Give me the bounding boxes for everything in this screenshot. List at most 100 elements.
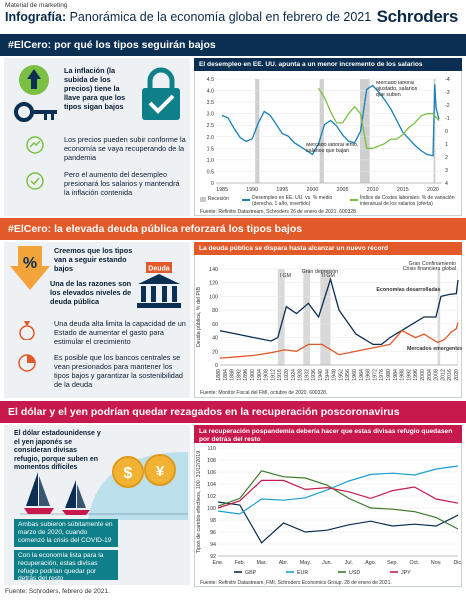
y-left-tick-4: 2.0 [207,135,214,141]
annotation-great-lockdown: Gran Confinamiento [409,261,456,267]
x-tick-29: 1996 [413,369,419,381]
x-tick-0: Ene. [213,560,224,566]
y-left-tick-5: 2.5 [207,123,214,129]
y-tick-7: 106 [207,470,216,476]
x-tick-8: Sep. [387,560,398,566]
footer-source: Fuente: Schroders, febrero de 2021. [5,588,110,595]
page-title: Infografía: Panorámica de la economía gl… [5,10,372,24]
x-tick-3: Abr. [279,560,288,566]
recession-band-1 [319,79,324,183]
annotation-tight-market: Mercado laboral ajustado, salarios que s… [376,81,417,98]
x-tick-18: 1952 [338,369,344,381]
y-right-tick-6: 2 [445,155,448,161]
x-tick-8: 1912 [270,369,276,381]
x-tick-4: 2005 [337,187,349,193]
y-tick-8: 108 [207,458,216,464]
deuda-label: Deuda [148,266,170,273]
unemployment-icon [26,172,44,190]
section3-header: El dólar y el yen podrían quedar rezagad… [0,401,466,423]
y-tick-0: 92 [210,554,216,560]
x-tick-3: 2000 [307,187,319,193]
percent-text: % [23,255,37,272]
y-tick-6: 120 [209,281,218,287]
y-tick-2: 96 [210,530,216,536]
x-tick-21: 1964 [359,369,365,381]
x-tick-17: 1948 [332,369,338,381]
x-tick-35: 2020 [454,369,460,381]
x-tick-1: 1884 [223,369,229,381]
x-tick-14: 1936 [311,369,317,381]
chart3-svg: 92 94 96 98 100 102 104 106 108 110 Ene. Feb. Mar. Ab… [196,446,462,576]
section2-header: #ElCero: la elevada deuda pública reforz… [0,218,466,240]
y-right-tick-3: -1 [445,116,450,122]
x-tick-9: Oct. [410,560,420,566]
y-left-tick-6: 3.0 [207,112,214,118]
x-tick-3: 1892 [236,369,242,381]
x-tick-6: Jul. [345,560,353,566]
legend-unemp-swatch [242,199,250,201]
x-tick-4: May. [300,560,311,566]
y-tick-0: 0 [215,363,218,369]
x-tick-6: 1904 [257,369,263,381]
legend-recession-swatch [200,197,206,202]
annotation-ww2: II GM [322,273,335,279]
series-developed [219,277,459,346]
x-tick-2: 1995 [276,187,288,193]
x-tick-25: 1980 [386,369,392,381]
x-tick-28: 1992 [406,369,412,381]
x-tick-10: 1920 [284,369,290,381]
x-tick-4: 1896 [243,369,249,381]
label-emerging: Mercados emergentes [407,346,462,352]
legend-label-gbp: GBP [245,570,257,576]
y-tick-2: 40 [212,336,218,342]
y-tick-3: 60 [212,322,218,328]
x-tick-5: 1900 [250,369,256,381]
section2-text2: Una de las razones son los elevados nive… [50,279,132,306]
series-gbp [217,501,459,544]
legend-label-jpy: JPY [401,570,411,576]
x-tick-7: 1908 [264,369,270,381]
x-tick-6: 2015 [397,187,409,193]
series-unemployment [221,84,440,157]
x-tick-12: 1928 [298,369,304,381]
y-tick-9: 110 [208,446,216,452]
y-tick-3: 98 [210,518,216,524]
inflation-key-icon [14,65,57,122]
x-tick-16: 1944 [325,369,331,381]
chart1-source: Fuente: Refinitiv Datastream, Schroders … [200,209,356,215]
y-left-tick-7: 3.5 [207,100,214,106]
y-tick-6: 104 [207,482,216,488]
bank-debt-icon: Deuda [137,262,181,308]
recession-band-2 [360,79,370,183]
section3-text2: Ambas subieron súbitamente en marzo de 2… [18,521,113,544]
series-jpy [217,479,459,509]
x-tick-1: Feb. [235,560,246,566]
x-tick-1: 1990 [246,187,258,193]
legend-label-usd: USD [349,570,360,576]
legend-wages: Índice de Costes laborales: % de variaci… [360,195,455,207]
y-tick-1: 94 [210,542,216,548]
x-tick-31: 2004 [427,369,433,381]
x-tick-33: 2012 [440,369,446,381]
y-tick-1: 20 [212,349,218,355]
annotation-ww1: I GM [280,273,291,279]
chart3-title: La recuperación pospandemia debería hace… [194,425,462,443]
x-tick-26: 1984 [393,369,399,381]
y-right-tick-7: 3 [445,168,448,174]
legend-recession: Recesión [208,196,229,202]
recession-band-3 [433,79,436,183]
section1-text1: La inflación (la subida de los precios) … [64,66,126,111]
percent-arrow-icon: % [10,246,50,290]
section1-text3: Pero el aumento del desempleo presionará… [64,170,180,197]
section1-text2: Los precios pueden subir conforme la eco… [64,135,186,162]
x-tick-20: 1960 [352,369,358,381]
annotation-great-depression: Gran depresión [302,269,339,275]
annotation-financial-crisis: Crisis financiera global [403,266,456,272]
x-tick-11: 1924 [291,369,297,381]
y-right-tick-2: -2 [445,103,450,109]
x-tick-5: Jun. [322,560,332,566]
safe-haven-boats-icon: $ ¥ [20,452,188,520]
x-tick-27: 1988 [400,369,406,381]
y-tick-5: 100 [209,294,218,300]
event-band-2 [303,269,311,365]
